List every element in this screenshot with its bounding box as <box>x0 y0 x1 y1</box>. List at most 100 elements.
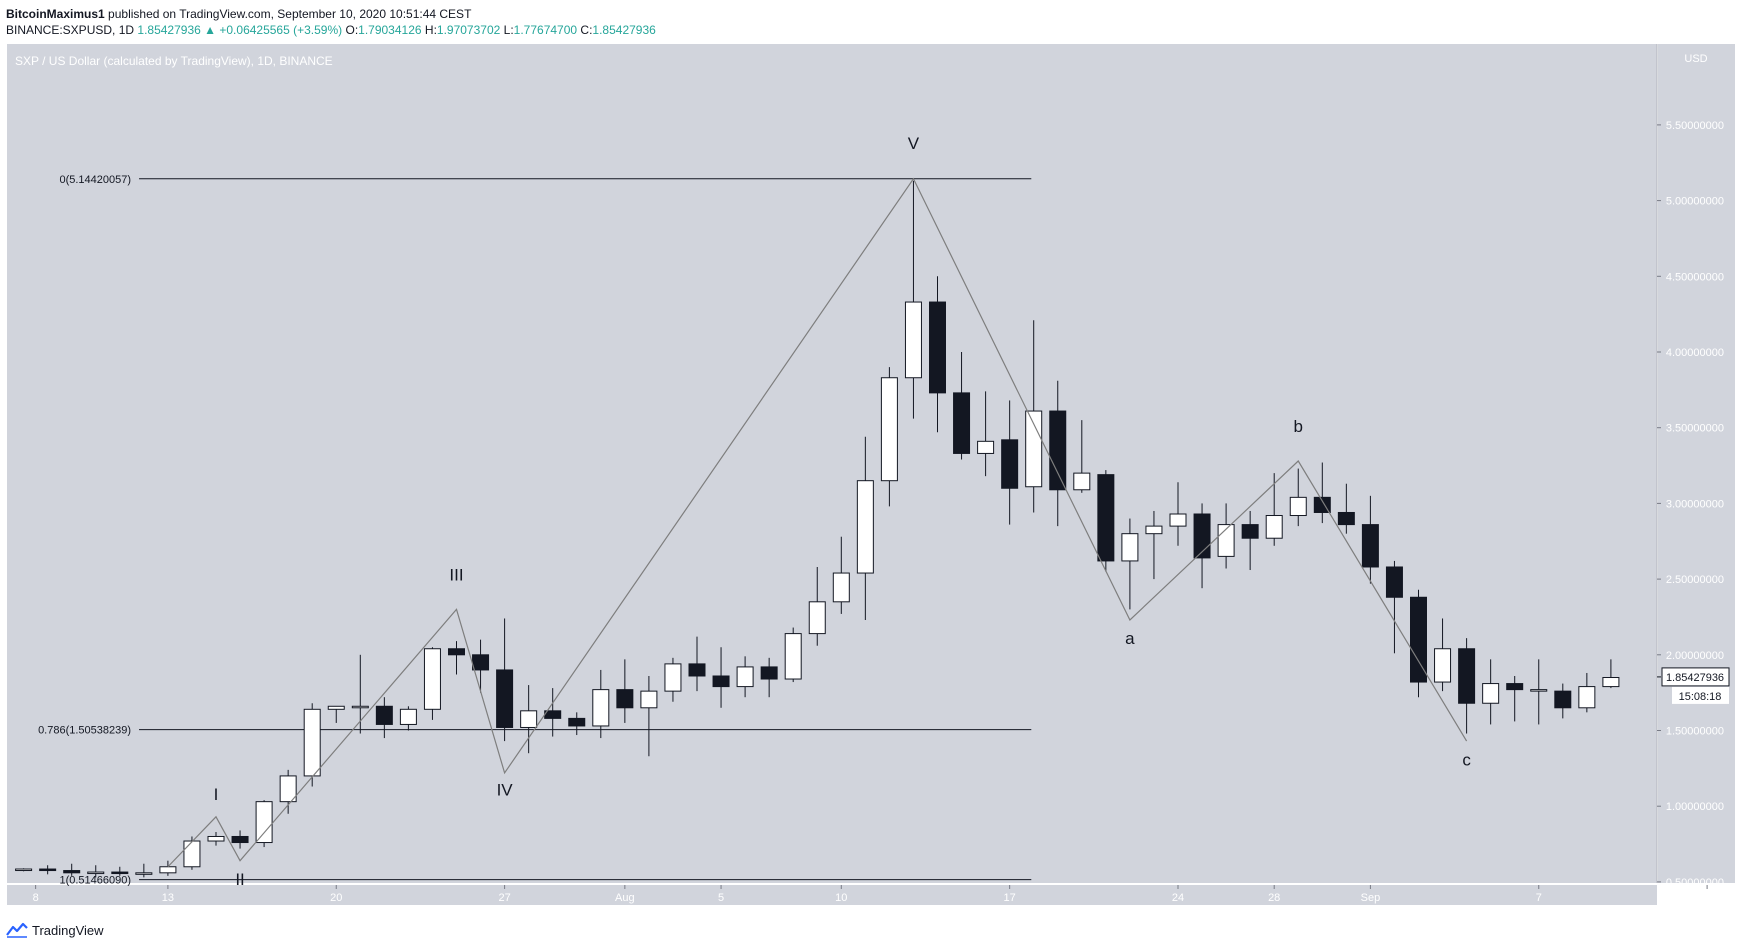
x-tick-label: Sep <box>1361 892 1381 904</box>
wave-label: II <box>235 870 244 889</box>
candle-body-down <box>1097 474 1115 562</box>
candle-body-down <box>1361 524 1379 568</box>
candle-body-down <box>1337 511 1355 526</box>
price-axis-panel <box>1658 44 1735 883</box>
candle-body-up <box>856 480 874 574</box>
countdown-tag <box>1672 686 1729 704</box>
candle-body-up <box>808 601 826 635</box>
candle-body-down <box>39 868 57 872</box>
candle-body-up <box>904 301 922 379</box>
candle-body-down <box>616 689 634 709</box>
candle-body-down <box>953 392 971 454</box>
wave-label: b <box>1294 417 1303 436</box>
symbol-label: BINANCE:SXPUSD, 1D <box>6 23 135 37</box>
candle-body-down <box>1506 683 1524 691</box>
y-tick-label: 1.50000000 <box>1666 726 1724 738</box>
plot-area <box>7 44 1657 883</box>
wave-label: I <box>214 785 219 804</box>
x-tick-label: 24 <box>1172 892 1184 904</box>
low-value: 1.77674700 <box>513 23 578 37</box>
x-tick-label: 10 <box>835 892 847 904</box>
candle-body-down <box>1241 524 1259 539</box>
fib-level-label: 1(0.51466090) <box>59 875 131 887</box>
wave-label: c <box>1462 750 1471 769</box>
tradingview-logo-icon <box>6 922 28 938</box>
candle-body-up <box>880 377 898 482</box>
time-axis-panel <box>7 885 1657 905</box>
high-label: H: <box>424 23 437 37</box>
wave-label: a <box>1125 629 1135 648</box>
candle-body-up <box>351 705 369 709</box>
x-tick-label: 28 <box>1268 892 1280 904</box>
candle-body-up <box>399 708 417 725</box>
open-value: 1.79034126 <box>358 23 422 37</box>
candle-body-down <box>63 870 81 874</box>
fib-level-label: 0.786(1.50538239) <box>38 725 131 737</box>
last-price-tag <box>1661 667 1730 687</box>
candle-body-up <box>1602 677 1620 688</box>
candle-body-down <box>1001 439 1019 489</box>
candle-body-down <box>1385 566 1403 598</box>
x-tick-label: Aug <box>615 892 635 904</box>
candle-body-down <box>448 648 465 656</box>
currency-label: USD <box>1684 53 1707 65</box>
low-label: L: <box>503 23 514 37</box>
wave-label: III <box>449 566 463 585</box>
candle-body-up <box>1289 496 1307 517</box>
candle-body-down <box>111 871 129 875</box>
footer-brand: TradingView <box>32 922 104 938</box>
candle-body-down <box>929 301 946 394</box>
candle-body-up <box>327 705 345 710</box>
y-tick-label: 0.50000000 <box>1666 877 1724 889</box>
candle-body-up <box>279 775 297 803</box>
candle-body-up <box>159 866 177 874</box>
candle-body-up <box>1434 648 1452 683</box>
candle-body-up <box>15 868 33 872</box>
author-name[interactable]: BitcoinMaximus1 <box>6 7 105 21</box>
x-tick-label: 17 <box>1004 892 1016 904</box>
candle-body-up <box>832 572 850 603</box>
candle-body-up <box>87 871 105 875</box>
candle-body-up <box>303 708 321 777</box>
candle-body-down <box>1410 596 1427 683</box>
candle-body-up <box>1025 410 1043 488</box>
candle-body-up <box>1073 472 1091 491</box>
candle-body-up <box>1121 533 1139 562</box>
candle-body-up <box>520 710 538 728</box>
candle-body-down <box>1554 690 1572 709</box>
ohlc-legend: BINANCE:SXPUSD, 1D 1.85427936 ▲ +0.06425… <box>6 23 656 37</box>
candle-body-down <box>1458 648 1476 704</box>
candle-body-down <box>1049 410 1067 491</box>
candle-body-up <box>1482 683 1500 704</box>
candle-body-up <box>736 666 754 688</box>
tradingview-footer[interactable]: TradingView <box>6 922 104 938</box>
publish-info: BitcoinMaximus1 published on TradingView… <box>6 7 471 21</box>
y-tick-label: 5.50000000 <box>1666 120 1724 132</box>
published-text: published on TradingView.com, September … <box>108 7 472 21</box>
x-tick-label: 14 <box>1701 892 1713 904</box>
candle-body-up <box>183 840 201 868</box>
candle-body-up <box>1530 689 1548 692</box>
countdown-tag-text: 15:08:18 <box>1679 691 1722 703</box>
candle-body-up <box>423 648 441 710</box>
change-arrow: ▲ <box>204 23 217 37</box>
open-label: O: <box>345 23 359 37</box>
candle-body-up <box>1578 686 1596 709</box>
candle-body-down <box>375 705 393 725</box>
candle-body-down <box>712 675 730 688</box>
x-tick-label: 7 <box>1536 892 1542 904</box>
y-tick-label: 1.00000000 <box>1666 801 1724 813</box>
chart-title: SXP / US Dollar (calculated by TradingVi… <box>15 54 333 68</box>
close-label: C: <box>580 23 593 37</box>
x-tick-label: 5 <box>718 892 724 904</box>
candle-body-down <box>760 666 778 680</box>
y-tick-label: 2.50000000 <box>1666 574 1724 586</box>
change-value: +0.06425565 (+3.59%) <box>219 23 343 37</box>
high-value: 1.97073702 <box>436 23 501 37</box>
candle-body-up <box>664 663 682 692</box>
x-tick-label: 20 <box>330 892 342 904</box>
candle-body-up <box>784 633 802 680</box>
candle-body-up <box>1265 515 1283 539</box>
y-tick-label: 4.50000000 <box>1666 271 1724 283</box>
